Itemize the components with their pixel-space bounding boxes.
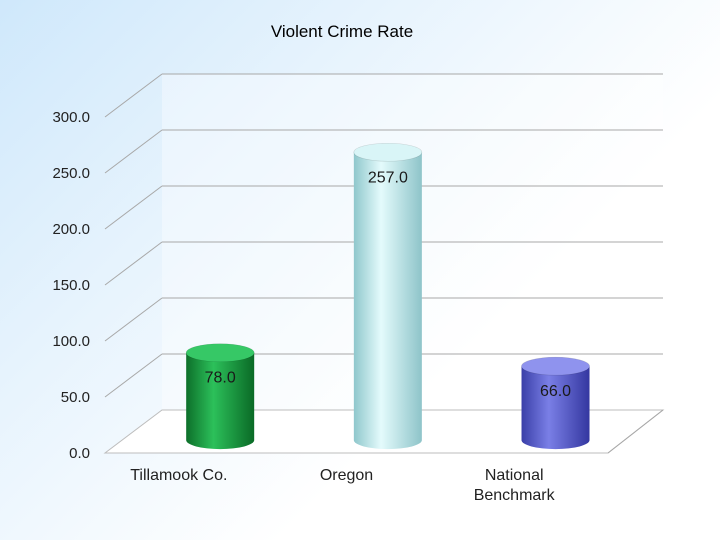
bar-top [185, 343, 255, 363]
x-category-label: Benchmark [474, 487, 556, 504]
data-label: 257.0 [368, 169, 408, 186]
data-label: 78.0 [205, 370, 236, 387]
y-tick-label: 300.0 [52, 109, 90, 126]
gridline-side [104, 297, 163, 342]
gridline-side [104, 241, 163, 286]
y-tick-label: 250.0 [52, 165, 90, 182]
floor-edge [607, 409, 664, 454]
chart-title: Violent Crime Rate [270, 22, 414, 41]
gridline-side [104, 353, 163, 398]
y-tick-label: 100.0 [52, 333, 90, 350]
bar-top [521, 356, 590, 376]
y-tick-label: 0.0 [69, 445, 90, 462]
x-category-label: National [485, 467, 544, 484]
bar [353, 152, 422, 450]
gridline-side [104, 129, 163, 174]
data-label: 66.0 [540, 383, 571, 400]
gridline-side [104, 73, 163, 118]
x-category-label: Tillamook Co. [130, 467, 227, 484]
bar [521, 366, 590, 450]
y-tick-label: 150.0 [52, 277, 90, 294]
y-tick-label: 50.0 [61, 389, 90, 406]
x-category-label: Oregon [320, 467, 373, 484]
gridline-side [104, 185, 163, 230]
bar [186, 352, 255, 450]
y-tick-label: 200.0 [52, 221, 90, 238]
bar-top [353, 142, 423, 162]
